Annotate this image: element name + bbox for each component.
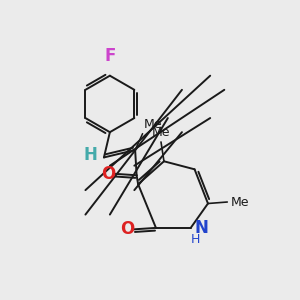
Text: Me: Me (144, 118, 163, 131)
Text: N: N (194, 219, 208, 237)
Text: Me: Me (152, 126, 170, 139)
Text: O: O (120, 220, 134, 238)
Text: O: O (101, 165, 116, 183)
Text: Me: Me (231, 196, 249, 208)
Text: H: H (84, 146, 98, 164)
Text: H: H (191, 233, 200, 246)
Text: F: F (104, 47, 116, 65)
